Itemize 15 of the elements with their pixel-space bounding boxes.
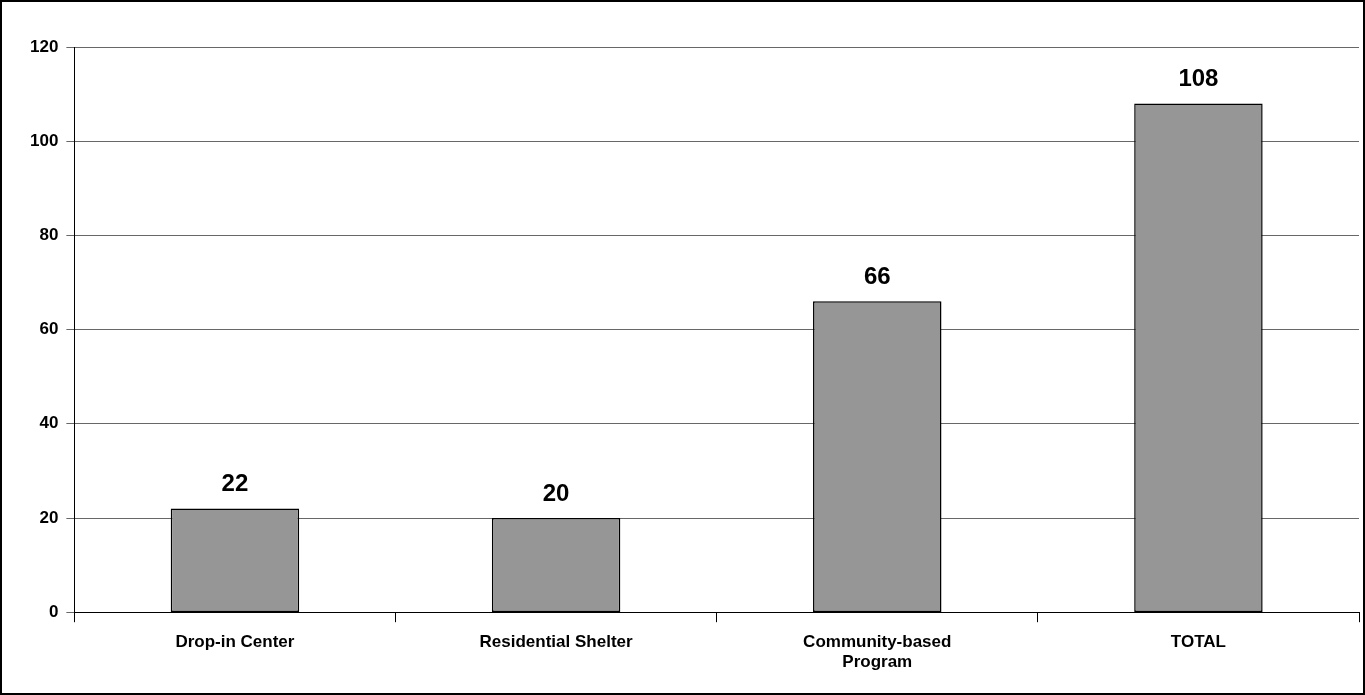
y-tick-label: 120 — [29, 36, 59, 56]
y-tick-label: 40 — [39, 413, 59, 433]
y-tick-label: 20 — [39, 507, 59, 527]
x-tick-label: Drop-in Center — [175, 632, 295, 652]
y-tick-label: 0 — [48, 601, 59, 621]
data-label: 66 — [863, 261, 891, 289]
y-tick-label: 60 — [39, 319, 59, 339]
x-tick-label: Community-based Program — [803, 632, 952, 672]
data-label: 20 — [542, 478, 570, 506]
x-tick-label: TOTAL — [1170, 632, 1226, 652]
data-label: 22 — [221, 469, 249, 497]
x-tick-label: Residential Shelter — [479, 632, 634, 652]
y-tick-label: 80 — [39, 225, 59, 245]
data-label: 108 — [1178, 64, 1219, 92]
y-tick-label: 100 — [29, 130, 59, 150]
